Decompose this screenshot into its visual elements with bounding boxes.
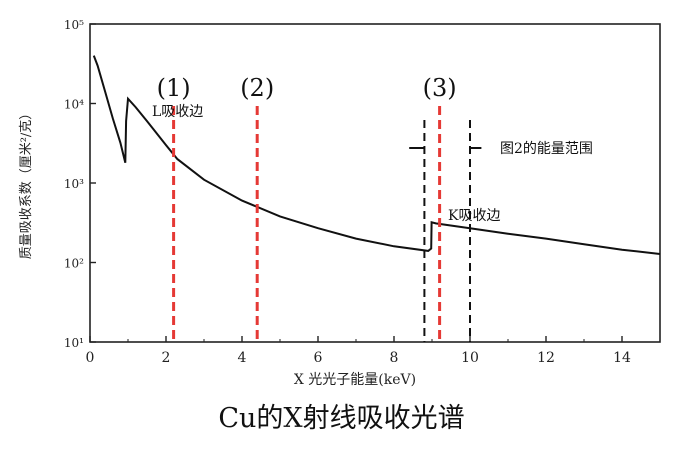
l-absorption-edge-label: L吸收边 bbox=[152, 104, 203, 120]
energy-marker-label-1: (1) bbox=[157, 74, 191, 102]
energy-marker-label-3: (3) bbox=[423, 74, 457, 102]
plot-frame bbox=[89, 23, 661, 343]
y-tick-label: 10² bbox=[64, 257, 84, 271]
x-tick-label: 14 bbox=[613, 350, 631, 366]
y-tick-label: 10⁴ bbox=[64, 98, 84, 112]
energy-range-label: 图2的能量范围 bbox=[500, 140, 593, 157]
x-tick-label: 8 bbox=[390, 350, 399, 366]
marker-layer: (1) (2) (3) bbox=[157, 74, 457, 342]
annotation-layer: L吸收边 K吸收边 图2的能量范围 bbox=[152, 104, 593, 342]
y-axis-label: 质量吸收系数（厘米²/克） bbox=[19, 107, 34, 260]
x-axis-label: X 光光子能量(keV) bbox=[294, 372, 416, 388]
x-tick-label: 4 bbox=[238, 350, 247, 366]
y-tick-label: 10⁵ bbox=[64, 18, 84, 32]
k-absorption-edge-label: K吸收边 bbox=[448, 208, 500, 224]
x-tick-label: 2 bbox=[162, 350, 171, 366]
curve-layer bbox=[92, 55, 661, 255]
x-tick-label: 12 bbox=[537, 350, 555, 366]
axes-layer: 0 2 4 6 8 10 12 14 10¹ 10² 10³ 10⁴ 10⁵ X 光光子能量(keV) 质量… bbox=[19, 18, 661, 388]
x-tick-label: 0 bbox=[86, 350, 95, 366]
y-tick-label: 10³ bbox=[64, 177, 84, 191]
energy-marker-label-2: (2) bbox=[240, 74, 274, 102]
y-tick-label: 10¹ bbox=[64, 336, 84, 350]
x-tick-label: 6 bbox=[314, 350, 323, 366]
figure-caption: Cu的X射线吸收光谱 bbox=[218, 403, 465, 434]
absorption-curve-series-0 bbox=[92, 55, 661, 255]
x-tick-label: 10 bbox=[461, 350, 479, 366]
